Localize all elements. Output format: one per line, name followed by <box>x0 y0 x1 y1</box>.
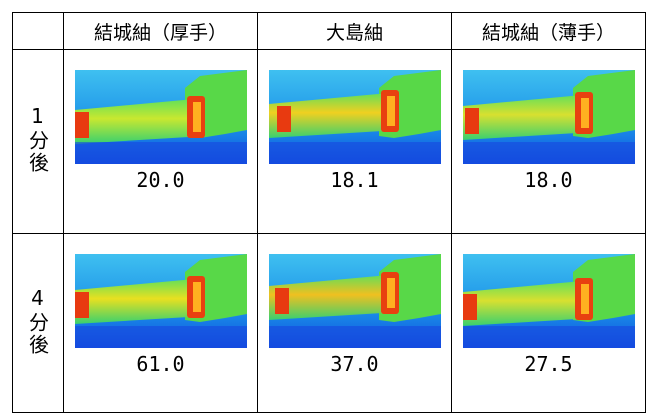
cell-value: 20.0 <box>64 168 257 192</box>
header-row: 結城紬（厚手） 大島紬 結城紬（薄手） <box>13 13 646 50</box>
blue-band <box>75 326 247 348</box>
data-cell: 37.0 <box>258 234 452 413</box>
data-cell: 20.0 <box>64 50 258 234</box>
corner-cell <box>13 13 64 50</box>
hot-spot <box>75 112 89 138</box>
hot-spot <box>75 292 89 318</box>
blue-band <box>75 142 247 164</box>
blue-band <box>269 142 441 164</box>
thermal-image <box>269 254 441 348</box>
data-cell: 61.0 <box>64 234 258 413</box>
hot-spot <box>193 282 201 312</box>
hot-spot <box>387 278 395 308</box>
cell-value: 27.5 <box>452 352 645 376</box>
thermal-image <box>269 70 441 164</box>
thermal-image <box>75 70 247 164</box>
column-header: 結城紬（薄手） <box>452 13 646 50</box>
hot-spot <box>465 108 479 134</box>
data-cell: 27.5 <box>452 234 646 413</box>
column-header: 結城紬（厚手） <box>64 13 258 50</box>
cell-value: 18.1 <box>258 168 451 192</box>
hot-spot <box>463 294 477 320</box>
cell-value: 37.0 <box>258 352 451 376</box>
row-label-cell: 4分後 <box>13 234 64 413</box>
blue-band <box>463 142 635 164</box>
blue-band <box>269 326 441 348</box>
cell-value: 61.0 <box>64 352 257 376</box>
column-header: 大島紬 <box>258 13 452 50</box>
hot-spot <box>581 98 589 128</box>
data-cell: 18.1 <box>258 50 452 234</box>
thermal-image <box>75 254 247 348</box>
page: 結城紬（厚手） 大島紬 結城紬（薄手） 1分後 20.018.118.0 4分後 61… <box>0 0 651 413</box>
hot-spot <box>277 106 291 132</box>
thermal-image <box>463 70 635 164</box>
hot-spot <box>387 96 395 126</box>
hot-spot <box>581 284 589 314</box>
blue-band <box>463 326 635 348</box>
hot-spot <box>275 288 289 314</box>
data-cell: 18.0 <box>452 50 646 234</box>
cell-value: 18.0 <box>452 168 645 192</box>
hot-spot <box>193 102 201 132</box>
row-label: 4分後 <box>24 286 53 356</box>
row-label-cell: 1分後 <box>13 50 64 234</box>
thermal-image <box>463 254 635 348</box>
row-label: 1分後 <box>24 104 53 174</box>
